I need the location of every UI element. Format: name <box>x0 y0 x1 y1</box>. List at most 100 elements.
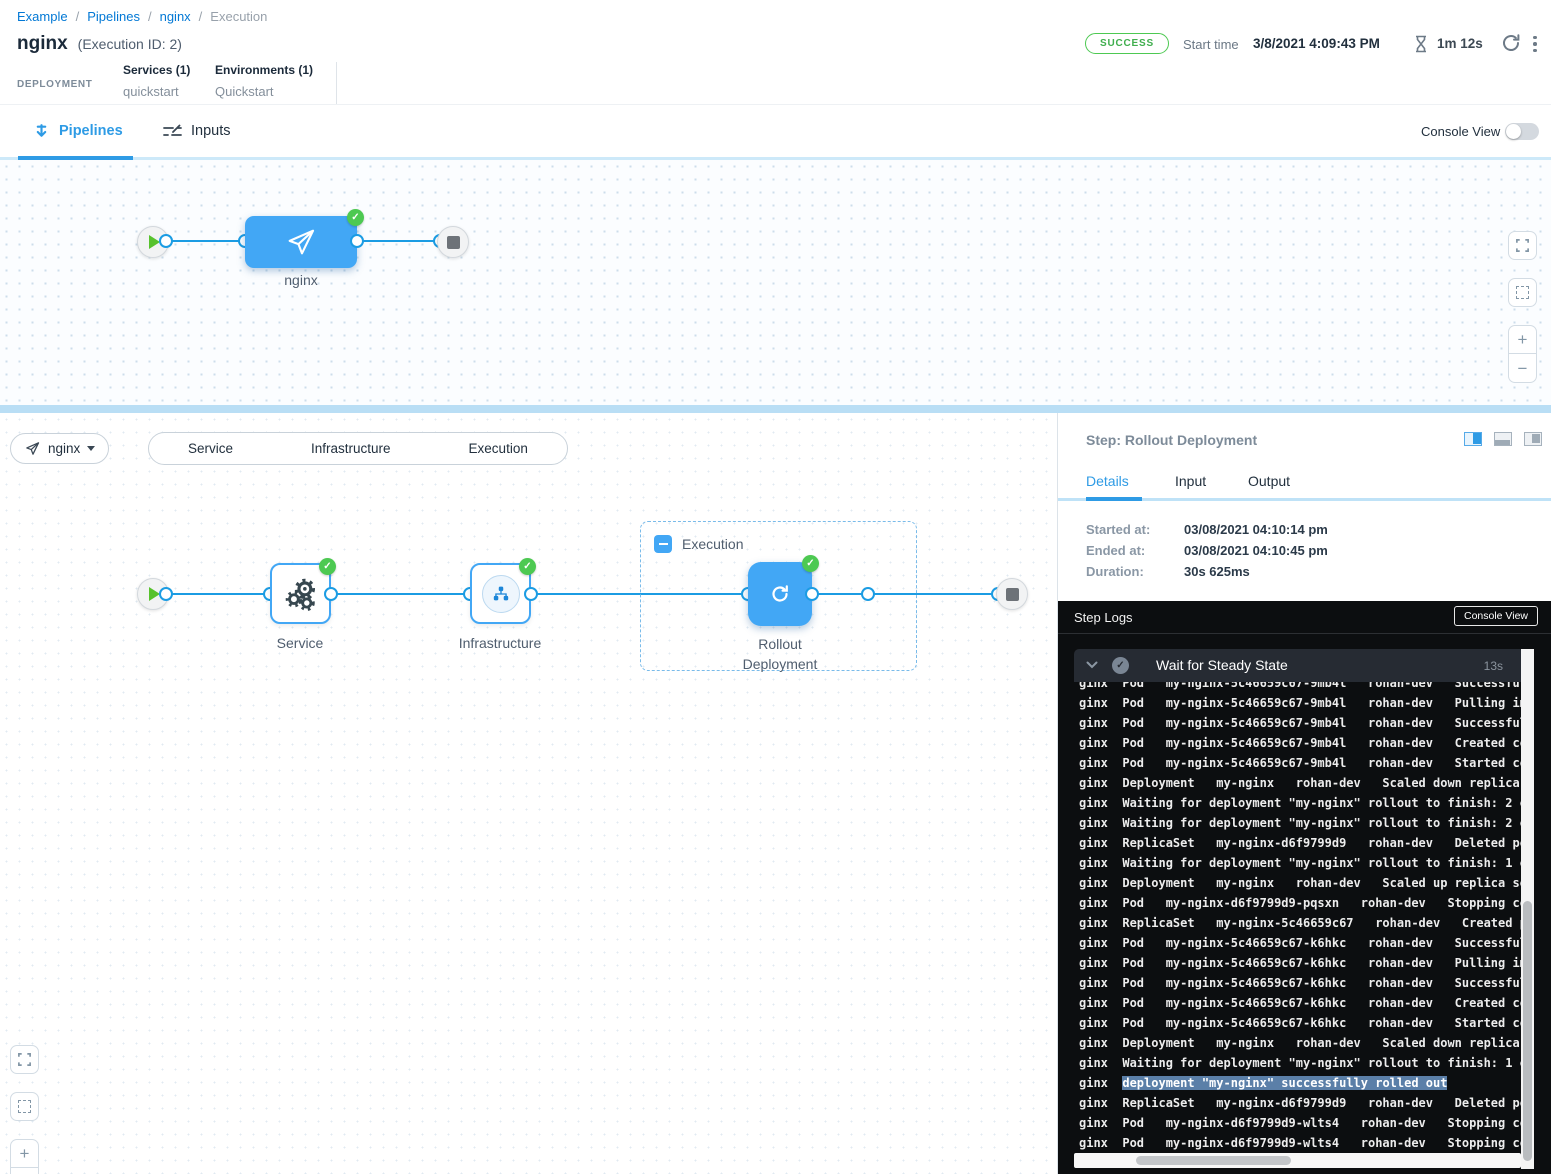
success-check-icon: ✓ <box>802 555 819 572</box>
step-details-panel: Step: Rollout Deployment Details Input O… <box>1057 413 1551 1174</box>
fit-selection-button[interactable] <box>10 1092 39 1121</box>
collapse-group-icon[interactable] <box>654 535 672 553</box>
step-node-infrastructure[interactable]: ✓ <box>470 558 536 624</box>
services-block: Services (1) quickstart <box>123 63 190 99</box>
zoom-out-button[interactable]: − <box>10 1168 39 1174</box>
pipeline-canvas[interactable]: ✓ nginx + − <box>0 160 1551 405</box>
log-line: ginx Pod my-nginx-5c46659c67-k6hkc rohan… <box>1079 996 1521 1010</box>
tab-output[interactable]: Output <box>1248 473 1291 489</box>
plus-icon: + <box>1517 330 1528 349</box>
toggle-knob <box>1506 124 1521 139</box>
zoom-in-button[interactable]: + <box>1508 325 1537 354</box>
chevron-down-icon[interactable] <box>1086 661 1098 669</box>
status-badge: SUCCESS <box>1085 33 1169 54</box>
connector-port <box>861 587 875 601</box>
log-line: ginx Pod my-nginx-d6f9799d9-wlts4 rohan-… <box>1079 1116 1521 1130</box>
log-horizontal-scrollbar[interactable] <box>1074 1153 1521 1168</box>
zoom-in-button[interactable]: + <box>10 1139 39 1168</box>
step-logs-title: Step Logs <box>1074 610 1133 625</box>
tabbar-active-indicator <box>18 156 133 160</box>
breadcrumb: Example / Pipelines / nginx / Execution <box>17 9 267 24</box>
console-view-button[interactable]: Console View <box>1453 606 1538 626</box>
log-line: ginx Pod my-nginx-5c46659c67-9mb4l rohan… <box>1079 696 1521 710</box>
stage-node-label: nginx <box>284 272 318 288</box>
fullscreen-button[interactable] <box>10 1045 39 1074</box>
log-line: ginx Waiting for deployment "my-nginx" r… <box>1079 1056 1521 1070</box>
console-view-toggle[interactable] <box>1505 123 1539 140</box>
stage-dropdown[interactable]: nginx <box>10 433 110 464</box>
detail-row-ended: Ended at: 03/08/2021 04:10:45 pm <box>1086 543 1328 558</box>
environments-value[interactable]: Quickstart <box>215 84 274 99</box>
plus-icon: + <box>19 1144 30 1163</box>
breadcrumb-nginx[interactable]: nginx <box>159 9 191 24</box>
tab-pipelines[interactable]: Pipelines <box>33 105 123 157</box>
scrollbar-thumb[interactable] <box>1523 901 1532 1161</box>
step-node-rollout-deployment[interactable]: ✓ <box>748 555 819 626</box>
stage-canvas[interactable]: nginx Service Infrastructure Execution ✓… <box>0 413 1058 1174</box>
tab-execution[interactable]: Execution <box>468 441 528 456</box>
step-logs-header: Step Logs Console View <box>1058 601 1551 634</box>
tab-service[interactable]: Service <box>188 441 234 456</box>
connector-port <box>524 587 538 601</box>
layout-split-view-icon[interactable] <box>1464 432 1482 446</box>
log-line: ginx Pod my-nginx-5c46659c67-k6hkc rohan… <box>1079 976 1521 990</box>
more-options-icon[interactable] <box>1527 33 1543 55</box>
tab-inputs-label: Inputs <box>191 123 231 139</box>
hourglass-icon <box>1413 35 1429 53</box>
log-line: ginx Deployment my-nginx rohan-dev Scale… <box>1079 776 1520 790</box>
breadcrumb-separator: / <box>75 9 80 24</box>
panel-layout-controls <box>1464 432 1542 446</box>
step-node-label-infrastructure: Infrastructure <box>458 635 542 651</box>
log-line: ginx Pod my-nginx-5c46659c67-k6hkc rohan… <box>1079 936 1521 950</box>
section-success-check-icon: ✓ <box>1112 657 1129 674</box>
detail-label: Duration: <box>1086 564 1144 579</box>
tab-pipelines-label: Pipelines <box>59 123 123 139</box>
fit-selection-button[interactable] <box>1508 278 1537 307</box>
tab-input[interactable]: Input <box>1175 473 1207 489</box>
breadcrumb-example[interactable]: Example <box>17 9 68 24</box>
layout-bottom-view-icon[interactable] <box>1494 432 1512 446</box>
log-output[interactable]: ginx Pod my-nginx-5c46659c67-9mb4l rohan… <box>1074 682 1521 1153</box>
selection-icon <box>18 1100 31 1113</box>
success-check-icon: ✓ <box>347 209 364 226</box>
pipelines-icon <box>33 123 50 140</box>
breadcrumb-separator: / <box>198 9 203 24</box>
zoom-out-button[interactable]: − <box>1508 354 1537 383</box>
page-title: nginx <box>17 33 68 54</box>
play-icon <box>149 587 160 601</box>
log-line: ginx Pod my-nginx-d6f9799d9-pqsxn rohan-… <box>1079 896 1521 910</box>
log-vertical-scrollbar[interactable] <box>1521 649 1534 1169</box>
log-section-title: Wait for Steady State <box>1156 657 1288 673</box>
connector-port <box>324 587 338 601</box>
stage-end-node[interactable] <box>996 578 1028 610</box>
step-logs-panel: Step Logs Console View ✓ Wait for Steady… <box>1058 601 1551 1174</box>
tab-infrastructure[interactable]: Infrastructure <box>311 441 391 456</box>
tab-details[interactable]: Details <box>1086 473 1129 489</box>
log-line: ginx Deployment my-nginx rohan-dev Scale… <box>1079 876 1521 890</box>
log-line: ginx Pod my-nginx-5c46659c67-9mb4l rohan… <box>1079 716 1521 730</box>
fullscreen-button[interactable] <box>1508 231 1537 260</box>
play-icon <box>149 235 160 249</box>
pipeline-end-node[interactable] <box>437 226 469 258</box>
connector-port <box>159 234 173 248</box>
stage-node-nginx[interactable]: ✓ <box>245 209 364 268</box>
log-line: ginx ReplicaSet my-nginx-5c46659c67 roha… <box>1079 916 1521 930</box>
log-line: ginx Pod my-nginx-5c46659c67-9mb4l rohan… <box>1079 756 1521 770</box>
flow-line <box>166 593 998 595</box>
log-section-wait-for-steady-state[interactable]: ✓ Wait for Steady State 13s <box>1074 649 1525 682</box>
breadcrumb-pipelines[interactable]: Pipelines <box>87 9 140 24</box>
layout-right-view-icon[interactable] <box>1524 432 1542 446</box>
detail-row-started: Started at: 03/08/2021 04:10:14 pm <box>1086 522 1328 537</box>
services-value[interactable]: quickstart <box>123 84 179 99</box>
step-node-label-service: Service <box>276 635 324 651</box>
log-lines: ginx Pod my-nginx-5c46659c67-9mb4l rohan… <box>1074 682 1521 1153</box>
execution-duration: 1m 12s <box>1437 36 1483 51</box>
scrollbar-thumb[interactable] <box>1136 1156 1291 1165</box>
rollout-refresh-icon <box>768 582 792 606</box>
pipeline-start-node[interactable] <box>137 226 169 258</box>
refresh-icon[interactable] <box>1500 32 1524 56</box>
panel-divider[interactable] <box>0 405 1551 413</box>
step-node-service[interactable]: ✓ <box>270 558 336 624</box>
breadcrumb-current: Execution <box>210 9 268 24</box>
tab-inputs[interactable]: Inputs <box>163 105 231 157</box>
